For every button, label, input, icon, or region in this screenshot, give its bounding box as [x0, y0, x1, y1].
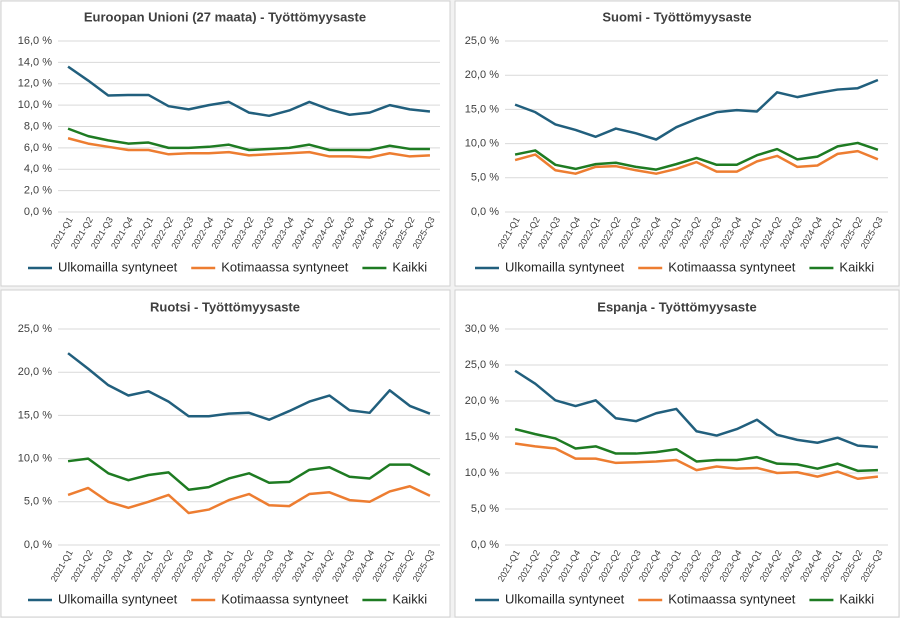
y-tick-label: 0,0 % [471, 206, 499, 218]
panel [0, 0, 451, 287]
y-tick-label: 2,0 % [24, 185, 52, 197]
panel [454, 289, 900, 618]
y-tick-label: 8,0 % [24, 120, 52, 132]
y-tick-label: 10,0 % [18, 99, 52, 111]
legend-label: Kotimaassa syntyneet [668, 259, 796, 274]
legend-label: Kotimaassa syntyneet [668, 591, 796, 606]
y-tick-label: 10,0 % [465, 138, 499, 150]
series-line [67, 352, 431, 421]
chart-title: Suomi - Työttömyysaste [602, 9, 751, 24]
chart-title: Espanja - Työttömyysaste [597, 299, 756, 314]
legend-label: Ulkomailla syntyneet [58, 591, 178, 606]
series-line [514, 149, 879, 175]
y-tick-label: 25,0 % [18, 323, 52, 335]
legend-label: Kaikki [839, 259, 874, 274]
legend-label: Kotimaassa syntyneet [221, 591, 349, 606]
y-tick-label: 10,0 % [18, 453, 52, 465]
y-tick-label: 0,0 % [24, 206, 52, 218]
y-tick-label: 4,0 % [24, 163, 52, 175]
y-tick-label: 0,0 % [471, 539, 499, 551]
series-line [514, 442, 879, 481]
y-tick-label: 15,0 % [18, 409, 52, 421]
y-tick-label: 6,0 % [24, 142, 52, 154]
y-tick-label: 30,0 % [465, 323, 499, 335]
series-line [514, 369, 879, 449]
y-tick-label: 12,0 % [18, 78, 52, 90]
y-tick-label: 10,0 % [465, 467, 499, 479]
y-tick-label: 20,0 % [18, 366, 52, 378]
legend-label: Ulkomailla syntyneet [58, 259, 178, 274]
chart-title: Euroopan Unioni (27 maata) - Työttömyysa… [84, 9, 366, 24]
series-line [67, 457, 431, 491]
panel [0, 289, 451, 618]
series-line [514, 78, 879, 141]
y-tick-label: 5,0 % [471, 172, 499, 184]
y-tick-label: 15,0 % [465, 103, 499, 115]
y-tick-label: 20,0 % [465, 395, 499, 407]
y-tick-label: 14,0 % [18, 56, 52, 68]
y-tick-label: 5,0 % [24, 496, 52, 508]
series-line [514, 427, 878, 473]
legend-label: Kaikki [839, 591, 874, 606]
series-line [67, 137, 431, 159]
legend-label: Ulkomailla syntyneet [505, 259, 625, 274]
y-tick-label: 25,0 % [465, 359, 499, 371]
y-tick-label: 25,0 % [465, 35, 499, 47]
series-line [67, 127, 430, 152]
series-line [67, 485, 431, 515]
y-tick-label: 0,0 % [24, 539, 52, 551]
y-tick-label: 20,0 % [465, 69, 499, 81]
y-tick-label: 16,0 % [18, 35, 52, 47]
series-line [514, 141, 879, 171]
legend-label: Ulkomailla syntyneet [505, 591, 625, 606]
y-tick-label: 5,0 % [471, 503, 499, 515]
legend-label: Kaikki [392, 591, 427, 606]
legend-label: Kotimaassa syntyneet [221, 259, 349, 274]
y-tick-label: 15,0 % [465, 431, 499, 443]
chart-title: Ruotsi - Työttömyysaste [150, 299, 300, 314]
legend-label: Kaikki [392, 259, 427, 274]
series-line [67, 65, 431, 118]
